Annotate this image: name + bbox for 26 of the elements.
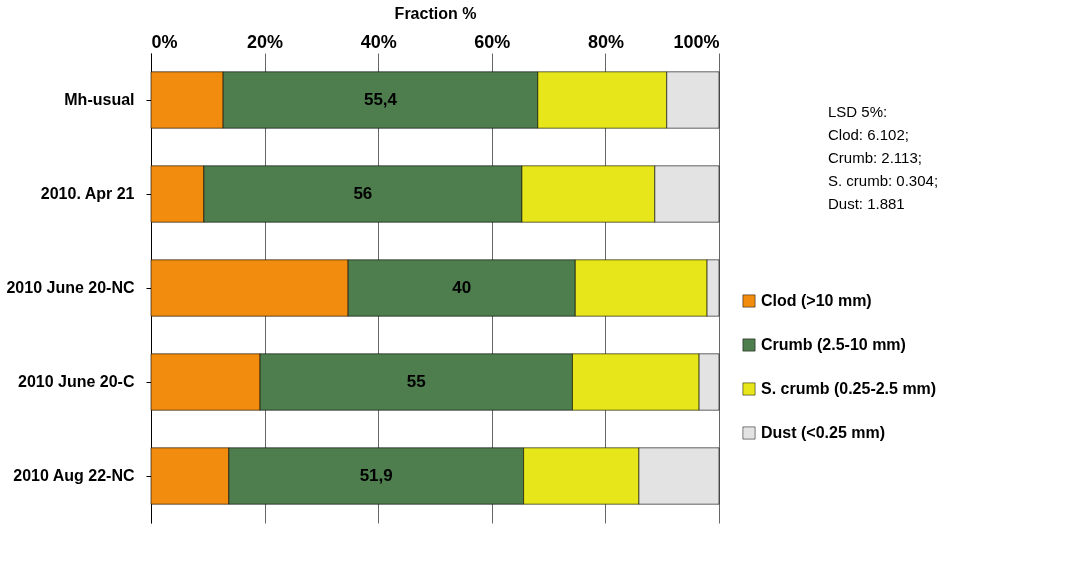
- text: S. crumb: 0.304;: [828, 171, 939, 191]
- data-label: 56: [353, 184, 373, 203]
- data-label: 40: [452, 278, 472, 297]
- x-tick-label: 20%: [247, 31, 284, 52]
- text: Dust: 1.881: [828, 194, 906, 214]
- x-tick-label: 60%: [474, 31, 511, 52]
- legend-label: Crumb (2.5-10 mm): [761, 336, 906, 353]
- x-tick-label: 40%: [360, 31, 397, 52]
- x-tick-label: 0%: [151, 31, 178, 52]
- y-tick-label: 2010 June 20-NC: [6, 279, 135, 296]
- text: Crumb: 2.113;: [828, 148, 923, 168]
- y-tick-label: 2010 June 20-C: [17, 373, 135, 390]
- legend-label: Dust (<0.25 mm): [761, 424, 886, 441]
- data-label: 55,4: [363, 90, 398, 109]
- legend-label: Clod (>10 mm): [761, 292, 872, 309]
- legend-label: S. crumb (0.25-2.5 mm): [761, 380, 937, 397]
- text: Clod: 6.102;: [828, 125, 910, 145]
- y-tick-label: 2010. Apr 21: [40, 185, 135, 202]
- data-label: 51,9: [359, 466, 393, 485]
- text: LSD 5%:: [828, 102, 889, 122]
- x-tick-label: 80%: [587, 31, 624, 52]
- y-tick-label: Mh-usual: [64, 91, 135, 108]
- y-tick-label: 2010 Aug 22-NC: [13, 467, 135, 484]
- data-label: 55: [406, 372, 426, 391]
- x-tick-label: 100%: [673, 31, 720, 52]
- x-axis-title: Fraction %: [394, 4, 477, 22]
